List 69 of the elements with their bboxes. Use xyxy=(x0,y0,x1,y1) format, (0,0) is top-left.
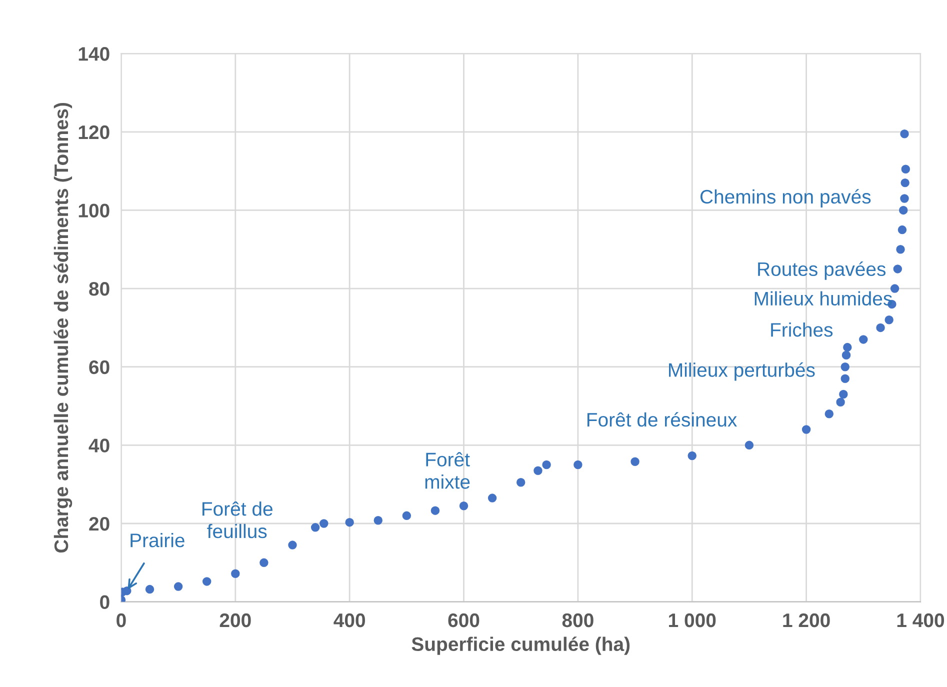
point xyxy=(320,519,328,528)
y-axis-title: Charge annuelle cumulée de sédiments (Tonnes) xyxy=(54,103,72,553)
annotation: Routes pavées xyxy=(758,262,886,280)
x-tick-label: 1 000 xyxy=(669,613,716,628)
point xyxy=(288,540,297,550)
point xyxy=(876,323,885,332)
x-tick-label: 0 xyxy=(116,613,126,628)
point xyxy=(374,516,382,525)
point xyxy=(901,164,910,174)
annotation: Milieux humides xyxy=(754,291,892,306)
point xyxy=(231,569,240,578)
y-tick-label: 120 xyxy=(78,125,110,140)
x-tick-label: 200 xyxy=(220,613,251,628)
point xyxy=(345,518,354,527)
point xyxy=(430,506,440,515)
point xyxy=(122,586,132,596)
annotation: Friches xyxy=(771,322,833,337)
y-tick-label: 80 xyxy=(89,282,110,296)
point xyxy=(900,178,910,188)
point xyxy=(534,466,542,475)
x-tick-label: 800 xyxy=(562,613,594,628)
point xyxy=(890,284,900,293)
point xyxy=(488,494,497,502)
annotation: Forêt de feuillus xyxy=(202,501,272,538)
y-tick-label: 140 xyxy=(78,47,110,61)
point xyxy=(840,374,850,383)
point xyxy=(893,264,902,274)
point xyxy=(884,315,894,324)
y-tick-label: 40 xyxy=(88,438,110,452)
point xyxy=(859,335,868,344)
y-tick-label: 20 xyxy=(89,516,110,531)
point xyxy=(898,206,908,215)
point xyxy=(402,511,412,520)
point xyxy=(898,225,907,234)
x-axis-title: Superficie cumulée (ha) xyxy=(412,636,630,655)
point xyxy=(542,460,551,470)
point xyxy=(574,460,582,470)
point xyxy=(744,440,754,450)
point xyxy=(202,577,212,586)
y-tick-label: 60 xyxy=(89,360,110,374)
point xyxy=(688,451,696,460)
x-tick-label: 1 400 xyxy=(897,613,944,628)
y-tick-label: 0 xyxy=(100,595,110,610)
annotation: Milieux perturbés xyxy=(669,362,815,381)
annotation: Forêt de résineux xyxy=(587,412,737,427)
point xyxy=(824,409,834,418)
point xyxy=(840,362,850,372)
point xyxy=(310,523,320,532)
point xyxy=(174,582,183,591)
point xyxy=(842,350,851,360)
point xyxy=(900,194,909,203)
y-tick-label: 100 xyxy=(78,204,110,218)
point xyxy=(839,390,848,399)
point xyxy=(900,129,909,138)
annotation: Prairie xyxy=(130,532,184,548)
x-tick-label: 400 xyxy=(334,613,366,628)
point xyxy=(459,502,468,510)
point xyxy=(260,558,268,568)
x-tick-label: 600 xyxy=(448,613,480,628)
point xyxy=(802,425,811,434)
point xyxy=(516,478,526,487)
point xyxy=(145,584,154,594)
point xyxy=(630,457,640,466)
x-tick-label: 1 200 xyxy=(783,613,830,628)
point xyxy=(896,245,905,254)
annotation: Forêt mixte xyxy=(425,452,470,489)
point xyxy=(843,342,852,352)
annotation: Chemins non pavés xyxy=(700,189,871,208)
point xyxy=(836,398,845,406)
